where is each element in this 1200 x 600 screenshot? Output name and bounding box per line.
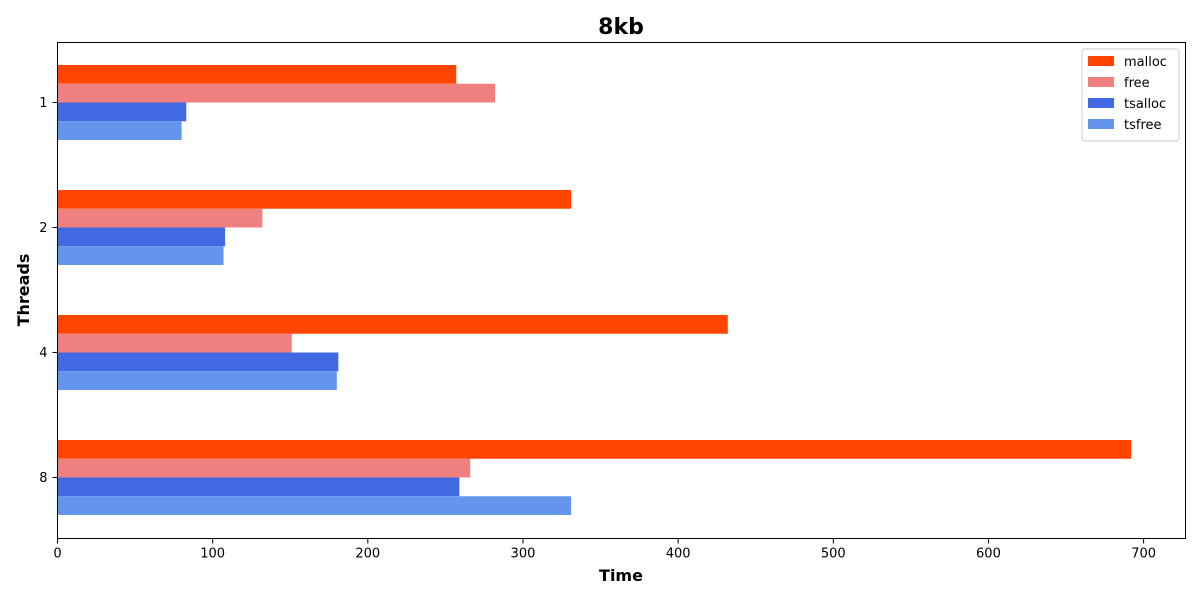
bar-tsfree-2 [57, 246, 224, 265]
bar-tsfree-4 [57, 371, 337, 390]
bar-free-8 [57, 458, 471, 478]
x-tick-label: 300 [511, 547, 536, 562]
bar-tsalloc-8 [57, 477, 460, 497]
bar-tsalloc-1 [57, 102, 187, 122]
bar-tsfree-8 [57, 496, 572, 515]
chart-title: 8kb [598, 15, 644, 40]
x-tick-label: 200 [355, 547, 380, 562]
bar-malloc-1 [57, 65, 457, 84]
bar-free-4 [57, 333, 292, 353]
legend-label-malloc: malloc [1124, 55, 1167, 70]
legend-swatch-malloc [1088, 56, 1114, 66]
legend-swatch-free [1088, 77, 1114, 87]
x-axis-label: Time [599, 566, 643, 585]
y-tick-label: 8 [39, 471, 47, 486]
x-ticks: 0 100 200 300 400 500 600 700 [53, 538, 1156, 562]
legend-label-tsalloc: tsalloc [1124, 97, 1166, 112]
bar-malloc-2 [57, 190, 572, 209]
legend-swatch-tsfree [1088, 119, 1114, 129]
x-tick-label: 400 [666, 547, 691, 562]
legend-swatch-tsalloc [1088, 98, 1114, 108]
y-axis-label: Threads [14, 254, 33, 327]
y-ticks: 1 2 4 8 [39, 96, 58, 486]
legend-label-tsfree: tsfree [1124, 118, 1162, 133]
x-tick-label: 0 [53, 547, 61, 562]
bars-group [57, 65, 1132, 515]
x-tick-label: 100 [200, 547, 225, 562]
bar-tsalloc-2 [57, 227, 226, 247]
bar-tsfree-1 [57, 121, 182, 140]
y-tick-label: 4 [39, 346, 47, 361]
y-tick-label: 1 [39, 96, 47, 111]
bar-malloc-4 [57, 315, 728, 334]
x-tick-label: 700 [1131, 547, 1156, 562]
bar-free-2 [57, 208, 263, 228]
x-tick-label: 500 [821, 547, 846, 562]
x-tick-label: 600 [976, 547, 1001, 562]
bar-free-1 [57, 83, 496, 103]
bar-malloc-8 [57, 440, 1132, 459]
legend: malloc free tsalloc tsfree [1081, 48, 1180, 142]
bar-tsalloc-4 [57, 352, 339, 372]
legend-label-free: free [1124, 76, 1150, 91]
plot-frame [57, 42, 1186, 539]
y-tick-label: 2 [39, 221, 47, 236]
legend-frame [1081, 48, 1180, 142]
